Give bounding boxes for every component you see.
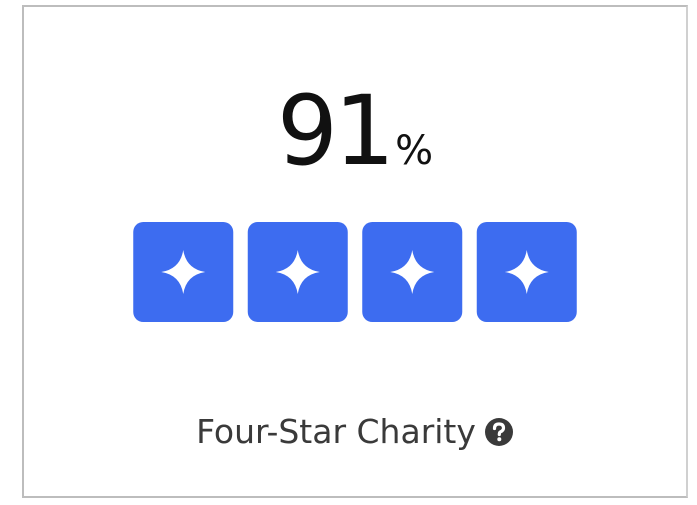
star-sparkle (504, 250, 549, 294)
star-sparkle (390, 250, 435, 294)
score-line: 91% (24, 75, 686, 187)
rating-label: Four-Star Charity (196, 412, 476, 451)
star (133, 222, 234, 322)
help-icon[interactable] (484, 417, 514, 447)
star (247, 222, 348, 322)
star (362, 222, 463, 322)
star (476, 222, 577, 322)
star-row (133, 222, 577, 322)
star-sparkle (275, 250, 320, 294)
rating-card: 91% Four-Star Charity (22, 5, 688, 498)
score-unit: % (395, 128, 434, 174)
star-sparkle (161, 250, 206, 294)
score: 91 (276, 75, 395, 187)
label-line: Four-Star Charity (24, 412, 686, 451)
